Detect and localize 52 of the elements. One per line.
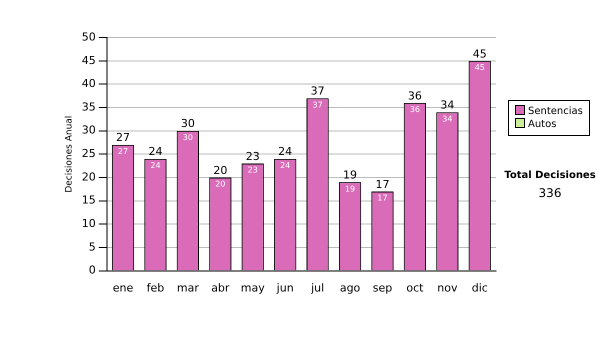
data-label: 37 <box>312 100 323 110</box>
legend-label: Sentencias <box>527 105 583 118</box>
y-tick-label: 0 <box>88 264 96 277</box>
total-label: 24 <box>278 145 292 158</box>
data-label: 20 <box>215 180 226 189</box>
total-label: 36 <box>408 89 422 102</box>
x-tick-label: jun <box>276 281 294 294</box>
data-label: 17 <box>377 194 388 203</box>
total-label: 37 <box>310 84 325 98</box>
data-label: 27 <box>118 146 128 156</box>
x-tick-label: dic <box>472 281 488 294</box>
data-label: 24 <box>280 160 290 170</box>
text: 336 <box>538 186 562 200</box>
total-label: 34 <box>440 98 454 112</box>
total-label: 45 <box>472 47 487 60</box>
x-tick-label: may <box>240 281 266 294</box>
x-tick-label: sep <box>372 281 392 294</box>
y-tick-label: 35 <box>82 100 96 114</box>
x-tick-label: ago <box>340 281 361 294</box>
y-tick-label: 40 <box>82 77 96 90</box>
y-tick-label: 45 <box>82 54 96 67</box>
y-tick-label: 25 <box>82 147 96 160</box>
total-label: 30 <box>180 117 195 130</box>
y-tick-label: 50 <box>82 30 96 44</box>
x-tick-label: jul <box>310 281 324 294</box>
total-label: 24 <box>148 145 162 158</box>
y-tick-label: 30 <box>82 124 96 137</box>
x-tick-label: abr <box>211 281 230 294</box>
total-label: 17 <box>375 178 390 191</box>
x-tick-label: nov <box>437 281 458 294</box>
y-tick-label: 5 <box>88 240 96 254</box>
total-label: 19 <box>343 168 358 182</box>
data-label: 45 <box>474 63 485 72</box>
total-label: 20 <box>213 164 228 177</box>
x-tick-label: oct <box>406 281 424 294</box>
y-tick-label: 20 <box>82 170 96 184</box>
x-tick-label: feb <box>146 281 164 294</box>
text: Total Decisiones <box>503 170 597 181</box>
data-label: 23 <box>248 166 258 175</box>
data-label: 19 <box>344 184 356 194</box>
y-axis-title: Decisiones Anual <box>64 116 75 193</box>
x-tick-label: mar <box>176 281 200 294</box>
data-label: 36 <box>410 104 420 114</box>
data-label: 24 <box>150 160 161 170</box>
data-label: 34 <box>442 114 452 124</box>
y-tick-label: 15 <box>82 194 96 207</box>
legend-label: Autos <box>527 118 558 131</box>
total-label: 27 <box>116 131 130 144</box>
total-label: 23 <box>246 150 260 163</box>
x-tick-label: ene <box>112 281 134 294</box>
y-tick-label: 10 <box>82 217 96 230</box>
data-label: 30 <box>182 132 193 142</box>
